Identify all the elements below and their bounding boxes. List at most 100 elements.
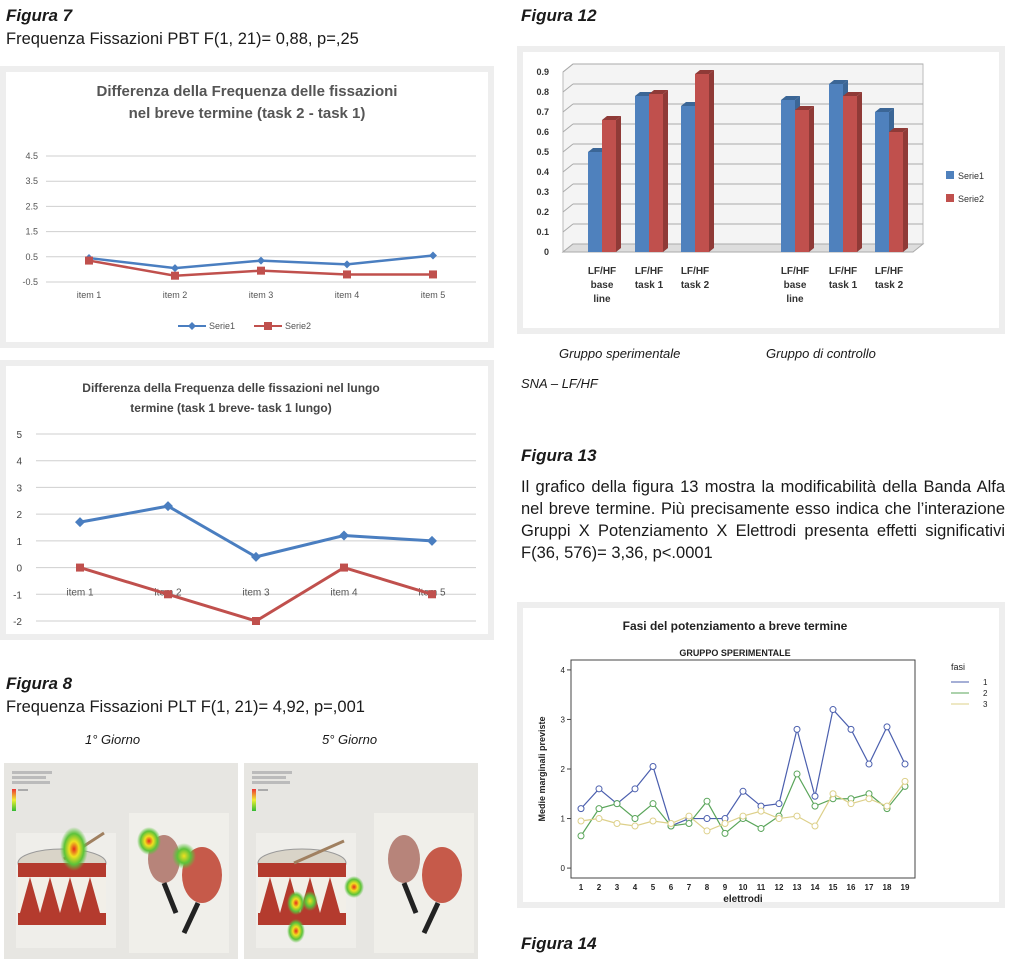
- chart2-svg: Differenza della Frequenza delle fissazi…: [13, 381, 476, 628]
- chart1-xtick: item 4: [335, 290, 360, 300]
- chart1-point: [171, 271, 179, 280]
- chart3-grid-diag: [562, 83, 574, 93]
- chart4-subtitle: GRUPPO SPERIMENTALE: [679, 648, 790, 658]
- chart1-legend-label: Serie2: [285, 321, 311, 331]
- chart4-svg: Fasi del potenziamento a breve termine GR…: [537, 619, 988, 905]
- chart1-title-line: nel breve termine (task 2 - task 1): [129, 105, 366, 122]
- chart4-point: [649, 817, 657, 825]
- chart3-legend-label: Serie2: [958, 194, 984, 204]
- chart4-point: [865, 795, 873, 803]
- chart4-xtick: 6: [669, 883, 674, 892]
- chart4-point: [577, 832, 585, 840]
- chart4-plot-area: [570, 659, 916, 879]
- day5-label: 5° Giorno: [322, 732, 378, 747]
- chart1-xtick: item 2: [163, 290, 188, 300]
- chart4-point: [685, 812, 693, 820]
- chart3-ytick: 0.4: [536, 167, 549, 177]
- chart2-point: [339, 530, 349, 541]
- chart4-point: [901, 760, 909, 768]
- chart4-xtick: 1: [579, 883, 584, 892]
- chart1-legend-marker: [264, 322, 272, 330]
- chart4-xtick: 19: [901, 883, 910, 892]
- chart4-point: [829, 706, 837, 714]
- chart3-svg: 0.9 0.8 0.7 0.6 0.5 0.4 0.3 0.2 0.1 0 LF/HF base lin…: [536, 63, 984, 305]
- chart3-xtick: base: [784, 280, 807, 291]
- chart4-point: [703, 797, 711, 805]
- chart1-point: [85, 256, 93, 265]
- chart3-bar-serie2: [695, 74, 709, 252]
- chart3-xtick: LF/HF: [681, 266, 709, 277]
- chart3-grid-diag: [562, 103, 574, 113]
- chart4-point: [901, 777, 909, 785]
- chart1-ytick: 3.5: [25, 176, 38, 186]
- chart4-point: [757, 824, 765, 832]
- chart2-title-line: Differenza della Frequenza delle fissazi…: [82, 381, 379, 395]
- chart4-xtick: 4: [633, 883, 638, 892]
- chart4-point: [847, 800, 855, 808]
- chart2-point: [252, 617, 260, 625]
- chart3-grid-diag: [562, 163, 574, 173]
- chart4-xtick: 2: [597, 883, 602, 892]
- chart2-ytick: -2: [13, 617, 22, 628]
- chart4-point: [613, 820, 621, 827]
- chart3-grid-diag: [562, 183, 574, 193]
- chart4-point: [649, 763, 657, 771]
- sna-label: SNA – LF/HF: [521, 376, 598, 391]
- chart3-ytick: 0.3: [536, 187, 549, 197]
- chart4-xtick: 13: [793, 883, 802, 892]
- chart4-xtick: 11: [757, 883, 766, 892]
- chart4-point: [829, 790, 837, 798]
- chart4-point: [757, 807, 765, 815]
- chart3-bar-serie1: [635, 96, 649, 252]
- chart3-xtick: line: [786, 294, 804, 305]
- chart2-title-line: termine (task 1 breve- task 1 lungo): [130, 401, 331, 415]
- chart3-xtick: task 2: [875, 280, 904, 291]
- chart4-point: [793, 770, 801, 778]
- chart3-bar-serie2-side: [809, 106, 814, 252]
- fig13-label: Figura 13: [521, 446, 597, 465]
- day1-label: 1° Giorno: [85, 732, 141, 747]
- chart4-point: [793, 812, 801, 820]
- chart3-grid-diag: [562, 63, 574, 73]
- chart3-ytick: 0.9: [536, 67, 549, 77]
- chart1-ytick: 2.5: [25, 201, 38, 211]
- chart3-bar-serie2-top: [889, 128, 908, 132]
- chart1-ytick: -0.5: [22, 277, 38, 287]
- chart4-xtick: 17: [865, 883, 874, 892]
- chart3-bar-serie2: [889, 132, 903, 252]
- chart1-point: [171, 264, 179, 273]
- chart4-point: [775, 800, 783, 808]
- chart4-ytick: 3: [561, 715, 566, 724]
- chart3-xtick: base: [591, 280, 614, 291]
- chart1-point: [343, 270, 351, 279]
- chart3-bar-serie1: [781, 100, 795, 252]
- chart1-point: [429, 251, 437, 260]
- chart4-legend-label: 3: [983, 700, 988, 709]
- chart4-point: [811, 802, 819, 810]
- chart4-point: [649, 800, 657, 808]
- chart4-point: [703, 827, 711, 835]
- chart4-xtick: 9: [723, 883, 728, 892]
- chart4-point: [811, 822, 819, 830]
- chart3-bar-serie1: [681, 106, 695, 252]
- chart1-legend-label: Serie1: [209, 321, 235, 331]
- chart4-point: [847, 725, 855, 733]
- chart2-point: [76, 563, 84, 572]
- chart4-point: [631, 815, 639, 823]
- fig7-label: Figura 7: [6, 6, 73, 25]
- chart4-legend-label: 2: [983, 689, 988, 698]
- chart3-ytick: 0.6: [536, 127, 549, 137]
- chart4-point: [739, 812, 747, 820]
- chart2-point: [428, 590, 436, 599]
- chart3-bar-serie2: [602, 120, 616, 252]
- chart3-bar-serie1-top: [781, 96, 800, 100]
- chart3-bar-serie2: [649, 94, 663, 252]
- chart4-point: [811, 792, 819, 800]
- heatmap-day1-image: [4, 763, 238, 959]
- fig14-label: Figura 14: [521, 934, 597, 953]
- chart3-xtick: task 2: [681, 280, 710, 291]
- chart3-bar-serie1: [588, 152, 602, 252]
- chart4-legend-label: 1: [983, 678, 988, 687]
- chart1-ytick: 0.5: [25, 252, 38, 262]
- chart2-ytick: 3: [16, 483, 22, 494]
